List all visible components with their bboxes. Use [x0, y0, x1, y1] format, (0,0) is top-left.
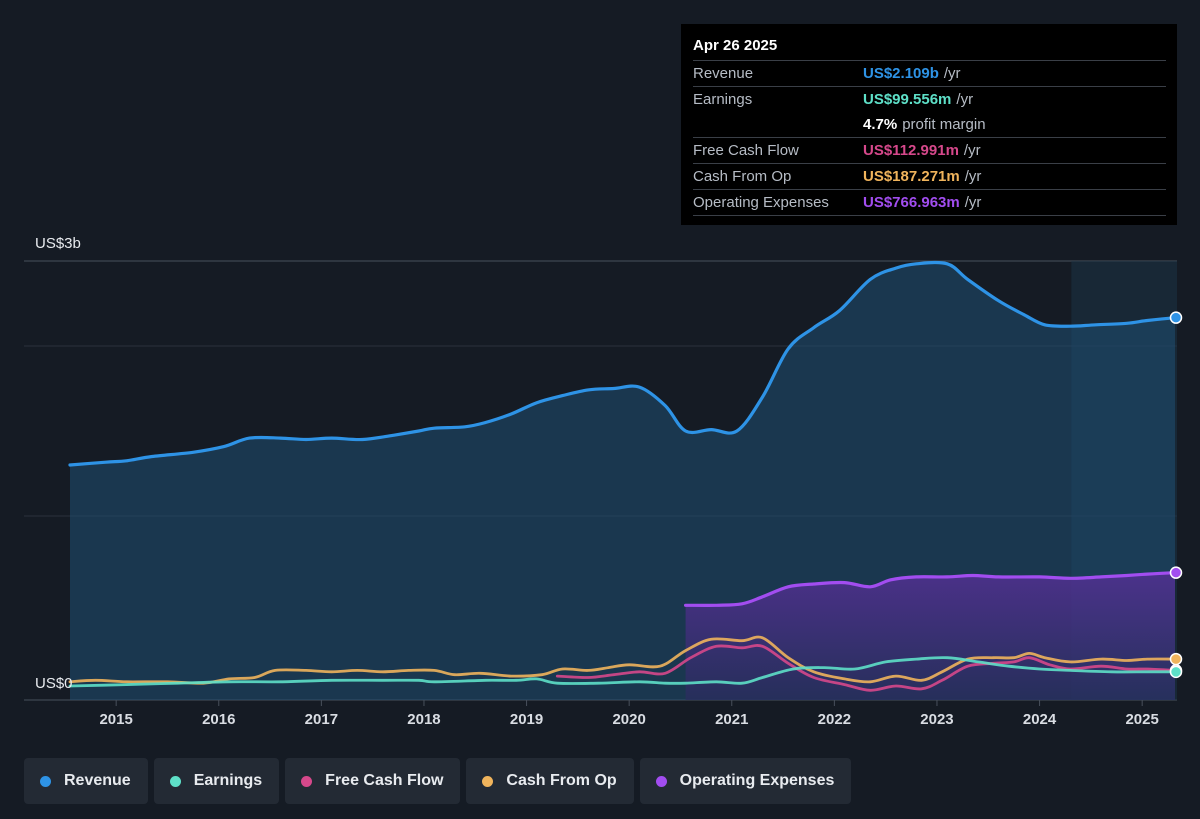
- tooltip-unit: /yr: [964, 168, 982, 185]
- cash-from-op-end-marker: [1169, 652, 1183, 666]
- tooltip-row-operating-expenses: Operating Expenses US$766.963m /yr: [693, 189, 1166, 216]
- x-tick-label: 2022: [818, 711, 851, 728]
- series-lines: [68, 260, 1177, 692]
- x-tick-label: 2020: [612, 711, 645, 728]
- tooltip-label: Cash From Op: [693, 168, 792, 185]
- revenue-dot-icon: [40, 775, 51, 787]
- tooltip-row-profit-margin: 4.7% profit margin: [693, 112, 1166, 137]
- free-cash-flow-line: [555, 644, 1177, 692]
- tooltip-panel: Apr 26 2025 Revenue US$2.109b /yr Earnin…: [681, 24, 1177, 225]
- x-axis: 2015 2016 2017 2018 2019 2020 2021 2022 2023 2024…: [99, 700, 1159, 728]
- tooltip-unit: /yr: [964, 194, 982, 211]
- operating-expenses-end-marker: [1169, 566, 1183, 579]
- series-areas: [70, 262, 1175, 700]
- tooltip-profit-margin-text: profit margin: [902, 116, 986, 133]
- y-axis-bottom-label: US$0: [35, 675, 73, 692]
- x-tick-label: 2025: [1125, 711, 1158, 728]
- x-tick-label: 2024: [1023, 711, 1057, 728]
- earnings-dot-icon: [169, 775, 181, 787]
- x-tick-label: 2017: [305, 711, 338, 728]
- legend-label: Free Cash Flow: [325, 772, 444, 789]
- tooltip-row-free-cash-flow: Free Cash Flow US$112.991m /yr: [693, 137, 1166, 163]
- x-tick-label: 2021: [715, 711, 748, 728]
- revenue-line: [68, 260, 1177, 467]
- tooltip-value-cash-from-op: US$187.271m: [863, 168, 960, 185]
- tooltip-unit: /yr: [943, 65, 961, 82]
- tooltip-value-earnings: US$99.556m: [863, 91, 952, 108]
- legend-label: Operating Expenses: [679, 772, 835, 789]
- tooltip-label: Free Cash Flow: [693, 142, 799, 159]
- legend: Revenue Earnings Free Cash Flow Cash Fro…: [24, 758, 852, 804]
- legend-label: Cash From Op: [506, 772, 617, 789]
- tooltip-unit: /yr: [963, 142, 981, 159]
- free-cash-flow-dot-icon: [301, 775, 313, 787]
- revenue-end-marker: [1169, 311, 1183, 324]
- earnings-line: [68, 656, 1177, 688]
- tooltip-row-earnings: Earnings US$99.556m /yr: [693, 86, 1166, 112]
- tooltip-value-revenue: US$2.109b: [863, 65, 939, 82]
- legend-item-free-cash-flow[interactable]: Free Cash Flow: [285, 758, 461, 804]
- x-tick-label: 2018: [407, 711, 440, 728]
- earnings-end-marker: [1169, 665, 1183, 679]
- legend-item-cash-from-op[interactable]: Cash From Op: [466, 758, 634, 804]
- tooltip-label: Operating Expenses: [693, 194, 829, 211]
- tooltip-value-operating-expenses: US$766.963m: [863, 194, 960, 211]
- y-axis-top-label: US$3b: [35, 235, 81, 252]
- tooltip-date: Apr 26 2025: [693, 37, 778, 54]
- legend-item-earnings[interactable]: Earnings: [153, 758, 280, 804]
- tooltip-row-cash-from-op: Cash From Op US$187.271m /yr: [693, 163, 1166, 189]
- legend-label: Earnings: [193, 772, 263, 789]
- x-tick-label: 2019: [510, 711, 543, 728]
- legend-label: Revenue: [64, 772, 131, 789]
- tooltip-row-revenue: Revenue US$2.109b /yr: [693, 60, 1166, 86]
- series-end-markers: [1169, 311, 1183, 679]
- tooltip-label: Revenue: [693, 65, 754, 82]
- tooltip-unit: /yr: [956, 91, 974, 108]
- x-tick-label: 2015: [99, 711, 132, 728]
- operating-expenses-line: [684, 571, 1177, 607]
- legend-item-operating-expenses[interactable]: Operating Expenses: [639, 758, 852, 804]
- x-tick-label: 2016: [202, 711, 235, 728]
- tooltip-profit-margin-value: 4.7%: [863, 116, 898, 133]
- tooltip-label: Earnings: [693, 91, 753, 108]
- cash-from-op-line: [68, 635, 1177, 685]
- x-tick-label: 2023: [920, 711, 953, 728]
- legend-item-revenue[interactable]: Revenue: [24, 758, 148, 804]
- operating-expenses-dot-icon: [655, 775, 667, 787]
- tooltip-value-free-cash-flow: US$112.991m: [863, 142, 959, 159]
- cash-from-op-dot-icon: [482, 775, 494, 787]
